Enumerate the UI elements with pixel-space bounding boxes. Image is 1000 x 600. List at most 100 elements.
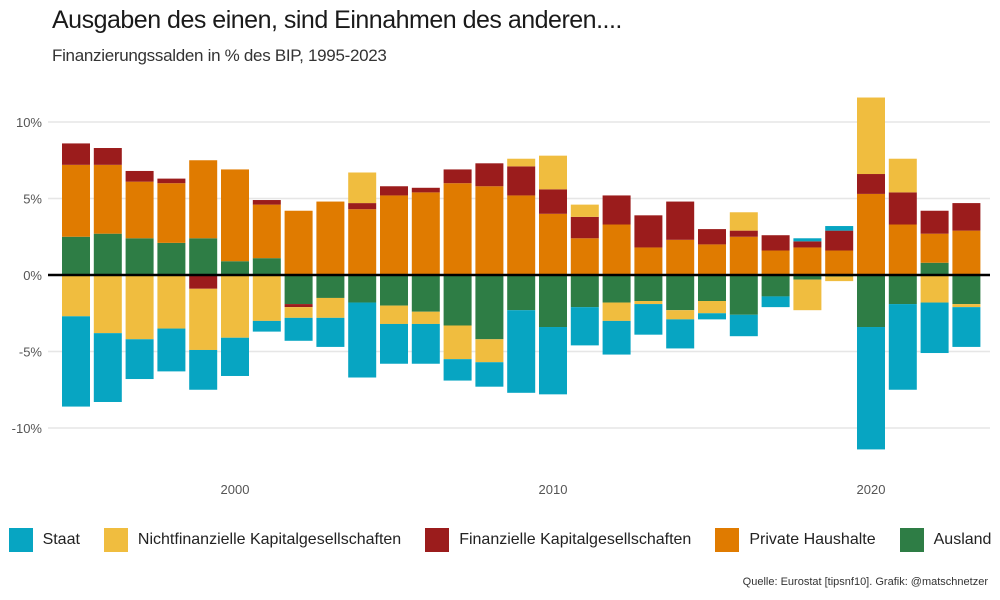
bar-segment [857,97,885,175]
bar-segment [125,339,154,380]
bar-segment [316,297,345,318]
bar-segment [189,275,218,289]
bar-segment [189,349,218,390]
bar-segment [602,195,631,225]
legend-label: Nichtfinanzielle Kapitalgesellschaften [137,531,402,548]
bar-segment [952,230,981,275]
bar-segment [284,275,313,305]
bar-segment [952,307,981,347]
bar-segment [729,275,758,315]
bar-segment [602,302,631,321]
bar-segment [698,244,726,275]
bar-segment [380,195,408,275]
bar-segment [634,215,663,248]
bar-segment [920,233,949,263]
bar-segment [570,238,599,275]
bar-segment [825,250,854,275]
bar-segment [952,304,981,308]
bar-segment [284,304,313,308]
chart-area: 10% 5% 0% -5% -10% 2000 2010 2020 [12,97,990,497]
legend-label: Staat [42,531,80,548]
bar-segment [475,186,504,275]
bar-segment [189,238,218,275]
bar-segment [411,311,440,324]
bar-segment [920,275,949,303]
bar-segment [125,275,154,340]
chart-subtitle: Finanzierungssalden in % des BIP, 1995-2… [52,46,387,65]
bar-segment [443,359,472,381]
bar-segment [443,325,472,360]
bar-segment [952,203,981,231]
y-tick-label: 10% [16,115,42,130]
bar-segment [189,288,218,350]
bar-segment [475,275,504,340]
bar-segment [348,172,377,204]
bar-segment [125,181,154,239]
bar-segment [761,235,790,251]
bar-segment [666,310,695,320]
legend-item: Private Haushalte [715,528,876,552]
bar-segment [634,247,663,275]
bar-segment [888,275,917,305]
bar-segment [920,262,949,275]
bar-segment [125,238,154,275]
bar-segment [825,226,854,231]
bar-segment [348,275,377,303]
bar-segment [93,333,122,402]
legend-item: Finanzielle Kapitalgesellschaften [425,528,691,552]
bar-segment [125,170,154,182]
bar-segment [698,275,726,302]
bar-segment [507,310,536,393]
bar-segment [157,328,186,372]
bar-segment [62,143,90,165]
bar-segment [857,174,885,194]
y-tick-label: 0% [23,268,42,283]
legend-item: Nichtfinanzielle Kapitalgesellschaften [103,528,402,552]
bar-segment [157,178,186,184]
legend-swatch [715,528,740,552]
x-tick-label: 2020 [857,482,886,497]
bar-segment [284,210,313,275]
bar-segment [570,216,599,239]
legend-label: Ausland [933,531,992,548]
y-tick-label: -5% [19,345,43,360]
legend-swatch [425,528,450,552]
bar-segment [380,275,408,306]
x-tick-label: 2010 [539,482,568,497]
bar-segment [539,275,567,328]
bar-segment [62,236,90,275]
bar-segment [793,275,822,280]
bar-segment [570,307,599,346]
bar-segment [666,275,695,311]
bar-segment [857,327,885,450]
y-tick-label: 5% [23,192,42,207]
bar-segment [602,320,631,355]
bar-segment [252,258,281,275]
bar-segment [475,339,504,363]
bar-segment [411,187,440,193]
bar-segment [825,276,854,282]
bar-segment [380,186,408,196]
legend-item: Staat [8,528,80,552]
bar-segment [666,239,695,275]
bar-segment [316,275,345,298]
x-axis: 2000 2010 2020 [221,482,886,497]
bars [62,97,981,450]
bar-segment [952,275,981,305]
bar-segment [507,195,536,275]
legend-label: Private Haushalte [749,531,876,548]
bar-segment [570,275,599,308]
bar-segment [221,169,249,262]
bar-segment [157,183,186,243]
bar-segment [888,304,917,390]
bar-segment [380,323,408,364]
bar-segment [825,230,854,251]
bar-segment [443,275,472,326]
bar-segment [157,275,186,329]
bar-segment [729,314,758,337]
bar-segment [539,155,567,190]
bar-segment [411,275,440,312]
bar-segment [157,242,186,275]
bar-segment [761,275,790,297]
y-axis: 10% 5% 0% -5% -10% [12,115,43,436]
